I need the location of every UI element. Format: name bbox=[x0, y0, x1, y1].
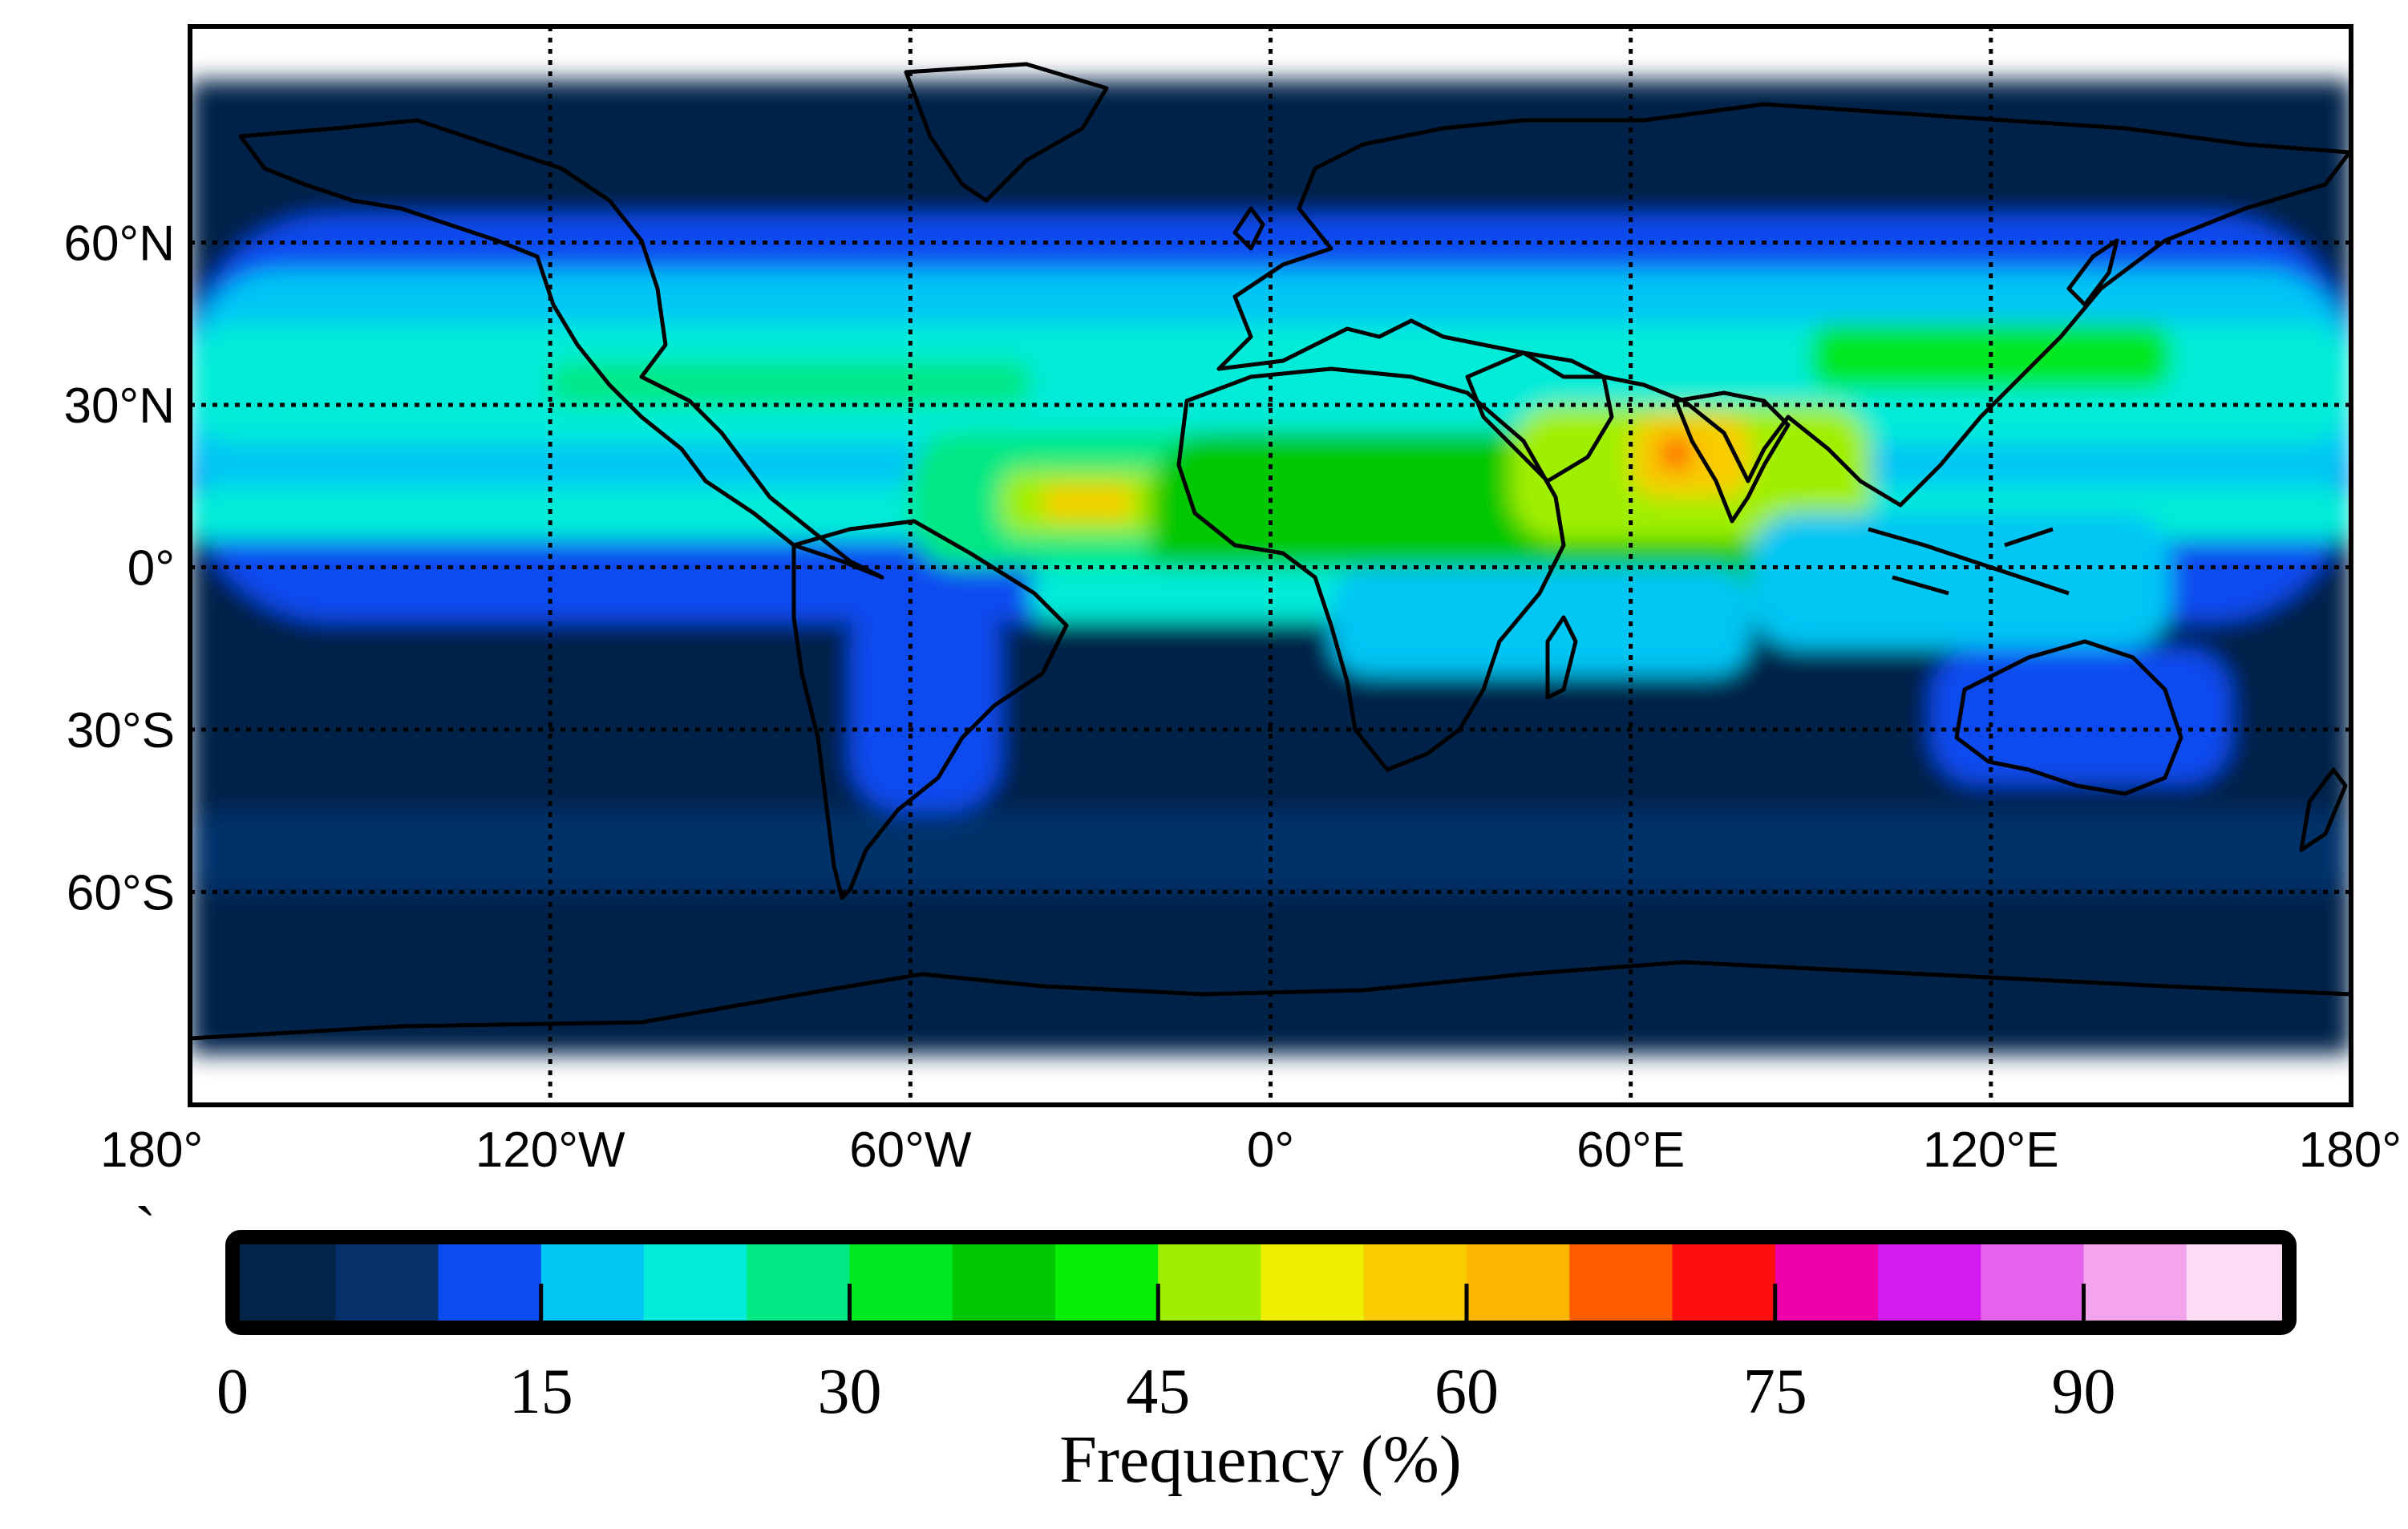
colorbar-tick-label-0: 0 bbox=[217, 1357, 249, 1427]
colorbar-cell-1 bbox=[335, 1237, 439, 1328]
lon-label-1: 120°W bbox=[476, 1122, 625, 1178]
arabia-outline bbox=[1465, 350, 1614, 483]
colorbar-tick-label-5: 75 bbox=[1743, 1357, 1807, 1427]
lon-label-4: 60°E bbox=[1576, 1122, 1685, 1178]
colorbar-tick-label-2: 30 bbox=[818, 1357, 882, 1427]
lat-label-1: 30°N bbox=[63, 378, 175, 434]
colorbar-ticks bbox=[539, 1284, 2086, 1323]
stray-mark: ` bbox=[135, 1195, 156, 1265]
colorbar-tick-label-1: 15 bbox=[509, 1357, 573, 1427]
lon-label-5: 120°E bbox=[1923, 1122, 2059, 1178]
lat-label-2: 0° bbox=[127, 541, 175, 597]
graticule bbox=[190, 26, 2351, 1105]
colorbar-cell-16 bbox=[1878, 1237, 1981, 1328]
heatmap-region-18 bbox=[1930, 648, 2232, 784]
colorbar-tick-labels: 0 15 30 45 60 75 90 bbox=[217, 1357, 2116, 1427]
map-frame bbox=[188, 24, 2353, 1107]
map-panel: 60°N 30°N 0° 30°S 60°S 180° 120°W 60°W 0° 60°E 12… bbox=[63, 24, 2402, 1178]
heatmap-region-17 bbox=[850, 594, 1001, 811]
heatmap-region-9 bbox=[1042, 486, 1133, 519]
australia-outline bbox=[1954, 639, 2183, 796]
lon-label-3: 0° bbox=[1247, 1122, 1294, 1178]
latitude-labels: 60°N 30°N 0° 30°S 60°S bbox=[63, 216, 175, 921]
colorbar-cell-18 bbox=[2083, 1237, 2187, 1328]
heatmap-region-15 bbox=[1330, 567, 1751, 676]
heatmap-region-13 bbox=[1661, 437, 1691, 470]
colorbar-cell-5 bbox=[747, 1237, 850, 1328]
lon-label-6: 180° bbox=[2299, 1122, 2402, 1178]
colorbar: 0 15 30 45 60 75 90 Frequency (%) bbox=[217, 1230, 2297, 1497]
antarctica-outline bbox=[190, 960, 2351, 1041]
southeast-asia-islands bbox=[1868, 527, 2070, 596]
longitude-labels: 180° 120°W 60°W 0° 60°E 120°E 180° bbox=[100, 1122, 2402, 1178]
colorbar-cell-10 bbox=[1261, 1237, 1365, 1328]
india-outline bbox=[1673, 390, 1791, 524]
colorbar-cell-17 bbox=[1981, 1237, 2084, 1328]
lon-label-0: 180° bbox=[100, 1122, 203, 1178]
colorbar-cell-19 bbox=[2186, 1237, 2290, 1328]
colorbar-cell-8 bbox=[1055, 1237, 1159, 1328]
colorbar-tick-label-4: 60 bbox=[1435, 1357, 1499, 1427]
greenland-outline bbox=[904, 62, 1109, 203]
lat-label-4: 60°S bbox=[67, 866, 175, 921]
colorbar-tick-label-3: 45 bbox=[1126, 1357, 1190, 1427]
colorbar-cell-4 bbox=[644, 1237, 747, 1328]
colorbar-cells bbox=[233, 1237, 2290, 1328]
japan-outline bbox=[2066, 238, 2119, 307]
heatmap-region-4 bbox=[550, 362, 1031, 405]
north-america-outline bbox=[238, 118, 884, 580]
colorbar-cell-0 bbox=[233, 1237, 336, 1328]
colorbar-frame bbox=[225, 1230, 2297, 1335]
madagascar-outline bbox=[1545, 615, 1578, 700]
colorbar-title: Frequency (%) bbox=[1059, 1422, 1461, 1497]
lon-label-2: 60°W bbox=[849, 1122, 972, 1178]
eurasia-outline bbox=[1216, 102, 2351, 508]
lat-label-0: 60°N bbox=[63, 216, 175, 272]
colorbar-tick-label-6: 90 bbox=[2052, 1357, 2116, 1427]
heatmap-region-19 bbox=[190, 811, 2351, 892]
lat-label-3: 30°S bbox=[67, 703, 175, 758]
colorbar-cell-9 bbox=[1158, 1237, 1261, 1328]
colorbar-cell-11 bbox=[1363, 1237, 1467, 1328]
colorbar-cell-2 bbox=[438, 1237, 542, 1328]
heatmap-region-16 bbox=[1750, 513, 2171, 649]
colorbar-cell-6 bbox=[849, 1237, 953, 1328]
colorbar-cell-13 bbox=[1569, 1237, 1673, 1328]
colorbar-cell-15 bbox=[1775, 1237, 1879, 1328]
colorbar-cell-7 bbox=[952, 1237, 1056, 1328]
south-america-outline bbox=[791, 519, 1069, 900]
colorbar-cell-14 bbox=[1672, 1237, 1776, 1328]
new-zealand-outline bbox=[2299, 767, 2348, 852]
colorbar-cell-3 bbox=[540, 1237, 645, 1328]
colorbar-cell-12 bbox=[1467, 1237, 1570, 1328]
